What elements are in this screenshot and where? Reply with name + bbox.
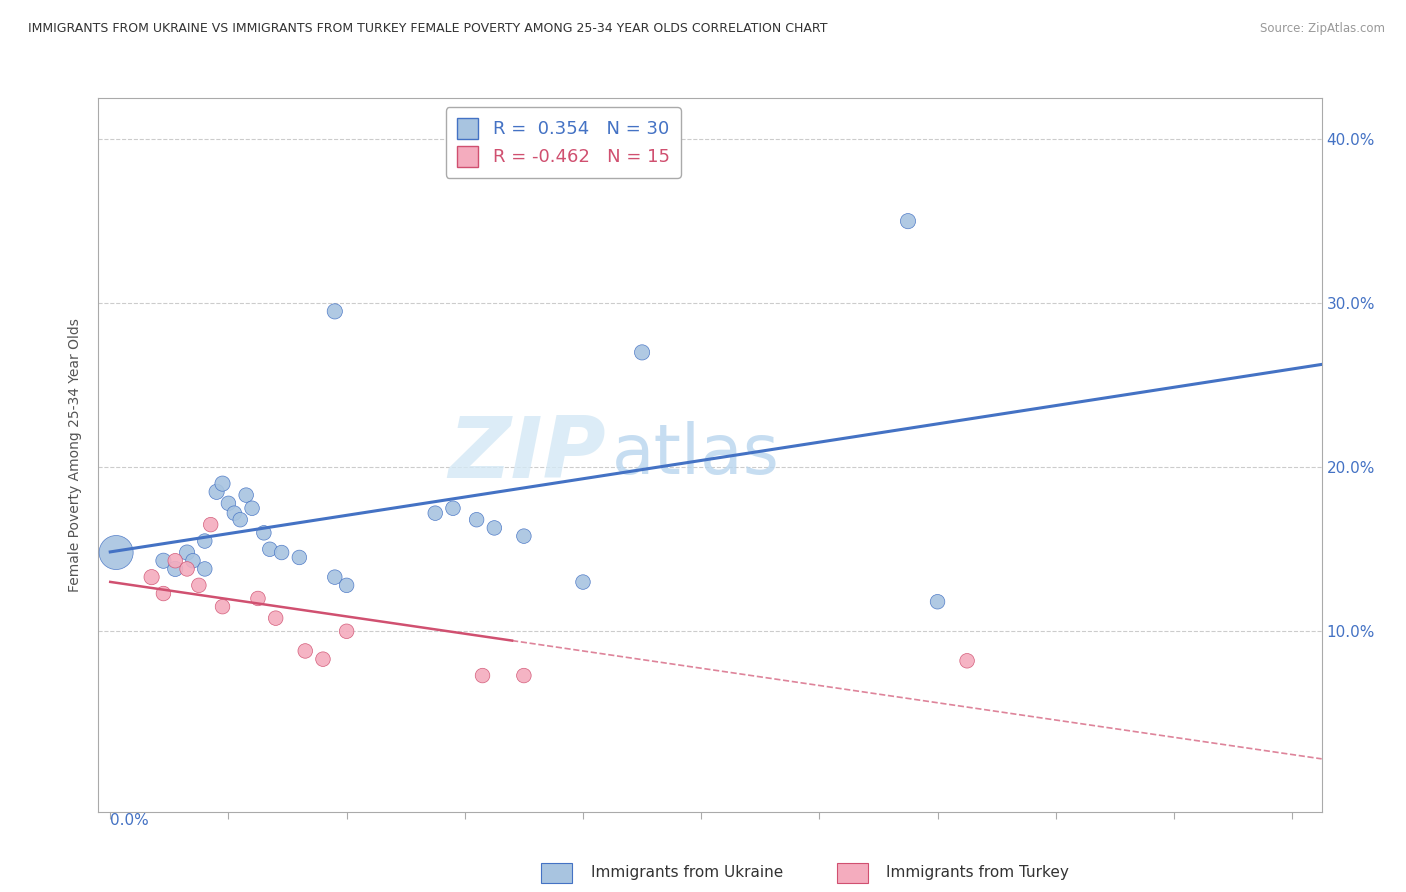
Point [224, 506, 246, 520]
Legend: R =  0.354   N = 30, R = -0.462   N = 15: R = 0.354 N = 30, R = -0.462 N = 15 [446, 107, 681, 178]
Point [270, 545, 292, 559]
Point [235, 488, 257, 502]
Point [165, 562, 187, 576]
Point [211, 476, 233, 491]
Point [229, 513, 252, 527]
Point [513, 668, 536, 682]
Point [152, 554, 174, 568]
Point [631, 345, 654, 359]
Text: 0.0%: 0.0% [110, 814, 149, 828]
Point [200, 517, 222, 532]
Point [465, 513, 488, 527]
Point [956, 654, 979, 668]
Point [240, 501, 263, 516]
Point [294, 644, 316, 658]
Point [471, 668, 494, 682]
Point [194, 562, 217, 576]
Point [194, 534, 217, 549]
Point [105, 545, 128, 559]
Point [927, 595, 949, 609]
Point [441, 501, 464, 516]
Point [165, 554, 187, 568]
Point [259, 542, 281, 557]
Point [264, 611, 287, 625]
Point [187, 578, 209, 592]
Text: Immigrants from Ukraine: Immigrants from Ukraine [591, 865, 783, 880]
Point [246, 591, 269, 606]
Point [572, 575, 595, 590]
Point [484, 521, 506, 535]
Point [181, 554, 204, 568]
Point [176, 545, 198, 559]
Point [336, 578, 359, 592]
Point [897, 214, 920, 228]
Point [152, 586, 174, 600]
Point [513, 529, 536, 543]
Text: atlas: atlas [612, 421, 780, 489]
Point [253, 525, 276, 540]
Point [176, 562, 198, 576]
Text: Immigrants from Turkey: Immigrants from Turkey [886, 865, 1069, 880]
Text: ZIP: ZIP [449, 413, 606, 497]
Point [323, 304, 346, 318]
Point [217, 496, 239, 510]
Text: Source: ZipAtlas.com: Source: ZipAtlas.com [1260, 22, 1385, 36]
Point [312, 652, 335, 666]
Point [425, 506, 447, 520]
Text: IMMIGRANTS FROM UKRAINE VS IMMIGRANTS FROM TURKEY FEMALE POVERTY AMONG 25-34 YEA: IMMIGRANTS FROM UKRAINE VS IMMIGRANTS FR… [28, 22, 828, 36]
Point [141, 570, 163, 584]
Point [336, 624, 359, 639]
Point [205, 484, 228, 499]
Point [211, 599, 233, 614]
Y-axis label: Female Poverty Among 25-34 Year Olds: Female Poverty Among 25-34 Year Olds [69, 318, 83, 592]
Point [323, 570, 346, 584]
Point [288, 550, 311, 565]
